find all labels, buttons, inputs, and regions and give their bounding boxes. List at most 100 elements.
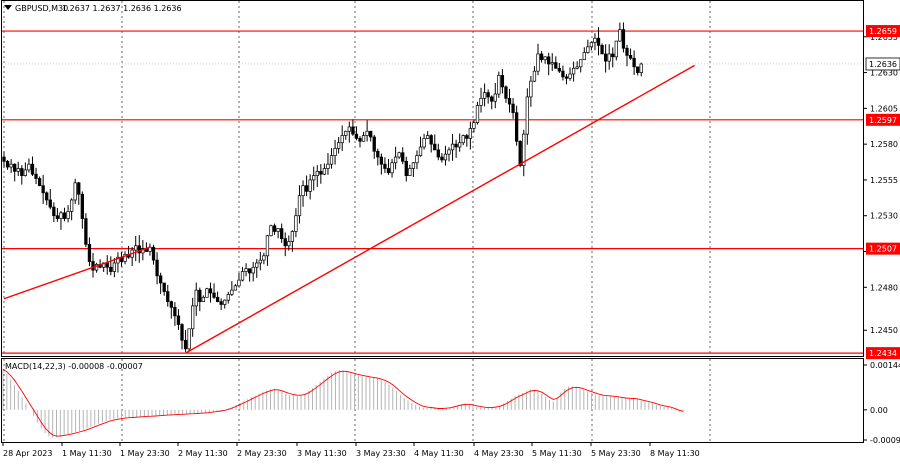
- candle-body: [301, 185, 305, 197]
- candle-body: [308, 179, 312, 192]
- candle-body: [247, 268, 252, 274]
- candle-body: [37, 178, 42, 187]
- candle-body: [237, 279, 241, 287]
- macd-y-tick-label: 0.00144: [870, 361, 900, 370]
- x-tick-label: 3 May 23:30: [356, 449, 406, 458]
- candle-body: [62, 212, 67, 219]
- candle-body: [151, 246, 156, 261]
- level-tag: [866, 25, 900, 38]
- macd-header: MACD(14,22,3) -0.00008 -0.00007: [5, 362, 143, 371]
- macd-y-tick-label: 0.00: [870, 406, 888, 415]
- level-tag: [866, 347, 900, 360]
- candle-body: [233, 285, 238, 291]
- candle-body: [315, 170, 319, 176]
- candle-body: [336, 142, 341, 149]
- candle-body: [351, 126, 355, 135]
- y-tick-label: 1.2450: [870, 326, 898, 335]
- x-tick-label: 2 May 11:30: [178, 449, 228, 458]
- candle-body: [628, 55, 633, 59]
- candle-body: [312, 175, 316, 181]
- candle-body: [112, 262, 117, 272]
- macd-pane-frame: [1, 358, 864, 443]
- candle-body: [16, 168, 20, 172]
- candle-body: [5, 160, 10, 168]
- candle-body: [550, 62, 554, 65]
- candle-body: [522, 133, 526, 166]
- candle-body: [621, 29, 626, 49]
- candle-body: [34, 173, 38, 179]
- candle-body: [208, 288, 213, 294]
- candle-body: [162, 282, 166, 292]
- candle-body: [393, 156, 398, 164]
- candle-body: [529, 80, 533, 98]
- candle-body: [497, 75, 501, 95]
- x-tick-label: 1 May 11:30: [62, 449, 112, 458]
- candle-body: [123, 254, 127, 262]
- candle-body: [504, 86, 508, 99]
- x-tick-label: 1 May 23:30: [120, 449, 170, 458]
- candle-body: [215, 296, 220, 302]
- candle-body: [137, 245, 141, 254]
- candle-body: [376, 150, 380, 158]
- candle-body: [482, 92, 487, 99]
- candle-body: [287, 241, 291, 247]
- candle-body: [205, 288, 209, 298]
- candle-body: [386, 168, 391, 174]
- candle-body: [155, 259, 159, 277]
- candle-body: [283, 238, 287, 247]
- candle-body: [383, 163, 387, 169]
- candle-body: [525, 96, 529, 135]
- candle-body: [379, 156, 384, 165]
- x-tick-label: 4 May 23:30: [474, 449, 524, 458]
- candle-body: [223, 299, 227, 305]
- candle-body: [134, 245, 138, 251]
- candle-body: [201, 296, 206, 302]
- candle-body: [27, 163, 31, 171]
- symbol-label: GBPUSD,M30: [15, 4, 68, 13]
- candle-body: [536, 53, 540, 72]
- candle-body: [226, 294, 230, 301]
- candle-body: [586, 46, 590, 53]
- candle-body: [354, 133, 359, 139]
- candle-body: [465, 135, 469, 139]
- candle-body: [425, 135, 430, 139]
- candle-body: [329, 155, 334, 165]
- current-price-label: 1.2636: [869, 60, 897, 69]
- time-axis: 28 Apr 2023 1 May 11:30 1 May 23:30 2 May 1…: [2, 442, 700, 458]
- candle-body: [84, 218, 88, 245]
- y-tick-label: 1.2630: [870, 69, 898, 78]
- candle-body: [333, 148, 337, 156]
- candle-body: [41, 185, 45, 194]
- symbol-dropdown-icon[interactable]: [4, 5, 12, 10]
- x-tick-label: 4 May 11:30: [414, 449, 464, 458]
- trend-lines: [3, 64, 695, 354]
- candle-body: [539, 53, 544, 61]
- candle-body: [319, 170, 323, 175]
- x-tick-label: 28 Apr 2023: [3, 449, 52, 458]
- candle-body: [507, 97, 512, 105]
- candle-body: [240, 271, 245, 281]
- candle-body: [219, 301, 223, 305]
- candle-body: [176, 315, 181, 325]
- candle-body: [198, 289, 202, 302]
- y-tick-label: 1.2480: [870, 283, 898, 292]
- candle-body: [447, 149, 451, 155]
- candle-body: [105, 262, 109, 268]
- candle-body: [230, 289, 234, 295]
- candle-body: [547, 56, 551, 65]
- candle-body: [436, 149, 440, 158]
- candle-body: [411, 162, 416, 169]
- candle-body: [372, 136, 376, 152]
- candle-body: [440, 156, 444, 161]
- y-tick-label: 1.2580: [870, 140, 898, 149]
- candle-body: [116, 256, 120, 264]
- candle-body: [582, 52, 586, 61]
- candle-body: [557, 67, 562, 72]
- candle-body: [340, 135, 344, 144]
- candle-body: [280, 228, 284, 239]
- candle-body: [52, 206, 56, 217]
- candle-body: [262, 255, 266, 261]
- candle-body: [632, 57, 636, 68]
- candle-body: [596, 37, 601, 46]
- candle-body: [571, 67, 576, 75]
